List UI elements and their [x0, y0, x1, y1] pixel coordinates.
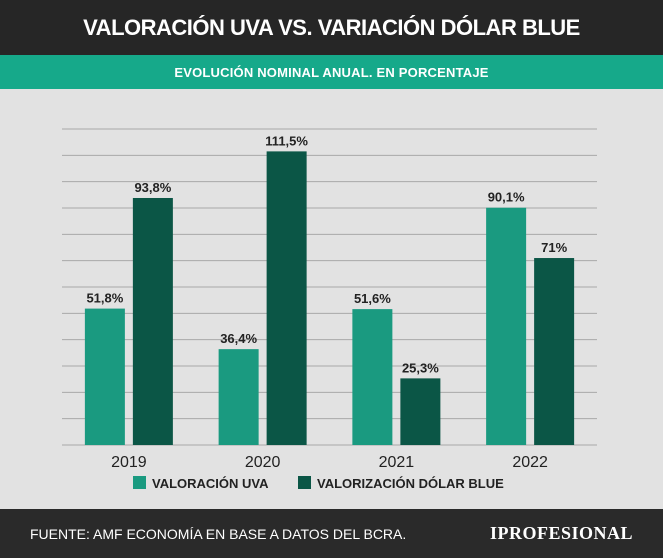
chart-title: VALORACIÓN UVA VS. VARIACIÓN DÓLAR BLUE — [83, 14, 580, 40]
x-tick-label: 2021 — [379, 454, 415, 471]
x-tick-label: 2020 — [245, 454, 281, 471]
bar-dolar — [132, 197, 173, 445]
data-label: 36,4% — [220, 331, 257, 346]
data-label: 25,3% — [402, 360, 439, 375]
bar-dolar — [266, 151, 307, 445]
brand-logo: IPROFESIONAL — [489, 523, 633, 543]
bar-chart: 51,8% 93,8% 2019 36,4% 111,5% 2020 51,6% 25,3% 2… — [62, 128, 597, 491]
legend-label: VALORIZACIÓN DÓLAR BLUE — [317, 476, 504, 491]
data-label: 93,8% — [134, 180, 171, 195]
header-bar: VALORACIÓN UVA VS. VARIACIÓN DÓLAR BLUE — [0, 0, 663, 55]
bar-uva — [486, 207, 527, 445]
data-label: 90,1% — [488, 190, 525, 205]
bar-uva — [218, 349, 259, 445]
chart-subtitle: EVOLUCIÓN NOMINAL ANUAL. EN PORCENTAJE — [174, 64, 489, 80]
x-tick-label: 2022 — [512, 454, 548, 471]
bar-dolar — [400, 378, 441, 445]
bar-uva — [84, 308, 125, 445]
data-label: 51,6% — [354, 291, 391, 306]
source-note: FUENTE: AMF ECONOMÍA EN BASE A DATOS DEL… — [30, 525, 407, 542]
bar-dolar — [534, 258, 575, 445]
bar-uva — [352, 309, 393, 445]
chart-panel: 51,8% 93,8% 2019 36,4% 111,5% 2020 51,6% 25,3% 2… — [0, 89, 663, 509]
legend-swatch-uva — [133, 476, 146, 489]
data-label: 111,5% — [265, 133, 308, 148]
legend-swatch-dolar — [298, 476, 311, 489]
legend-label: VALORACIÓN UVA — [152, 476, 269, 491]
subtitle-bar: EVOLUCIÓN NOMINAL ANUAL. EN PORCENTAJE — [0, 55, 663, 89]
data-label: 51,8% — [86, 291, 123, 306]
footer-bar: FUENTE: AMF ECONOMÍA EN BASE A DATOS DEL… — [0, 509, 663, 558]
x-tick-label: 2019 — [111, 454, 147, 471]
data-label: 71% — [541, 240, 567, 255]
